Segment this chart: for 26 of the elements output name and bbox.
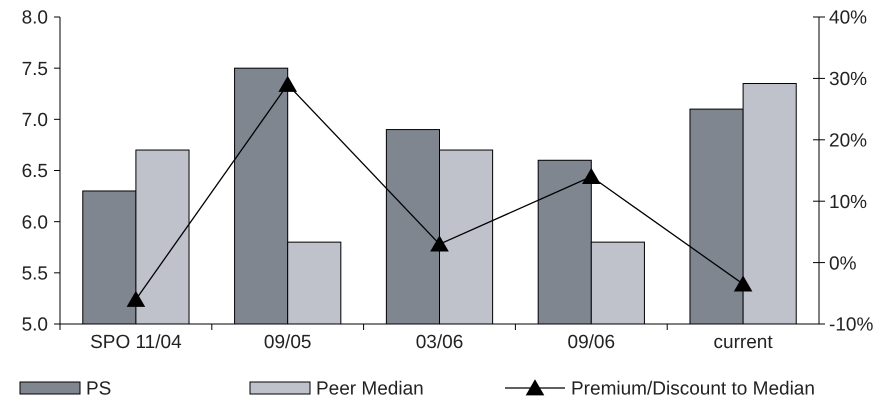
- x-tick-label: 09/05: [264, 332, 312, 353]
- y-tick-label: 7.5: [22, 58, 48, 80]
- point: [126, 290, 146, 307]
- point: [582, 168, 601, 184]
- x-tick-label: SPO 11/04: [90, 332, 182, 353]
- y-tick-label: 6.5: [22, 161, 48, 182]
- legend-label: Peer Median: [316, 378, 424, 400]
- y2-tick-label: 30%: [829, 69, 868, 90]
- y-tick-label: 7.0: [22, 110, 48, 131]
- x-tick-label: current: [714, 332, 774, 353]
- legend-label: Premium/Discount to Median: [571, 378, 815, 400]
- y-tick-label: 5.5: [22, 263, 48, 284]
- y2-tick-label: 10%: [829, 192, 868, 213]
- x-tick-label: 09/06: [568, 332, 616, 353]
- x-tick-label: 03/06: [416, 332, 464, 353]
- point: [430, 235, 449, 252]
- y-tick-label: 5.0: [22, 314, 48, 336]
- point: [734, 275, 752, 292]
- point: [278, 76, 298, 92]
- y2-tick-label: 40%: [829, 8, 868, 29]
- y2-tick-label: -10%: [829, 314, 874, 336]
- y-tick-label: 8.0: [22, 8, 48, 29]
- y2-tick-label: 0%: [829, 253, 857, 274]
- y-tick-label: 6.0: [22, 212, 48, 234]
- y2-tick-label: 20%: [829, 130, 868, 152]
- legend-label: PS: [86, 378, 112, 400]
